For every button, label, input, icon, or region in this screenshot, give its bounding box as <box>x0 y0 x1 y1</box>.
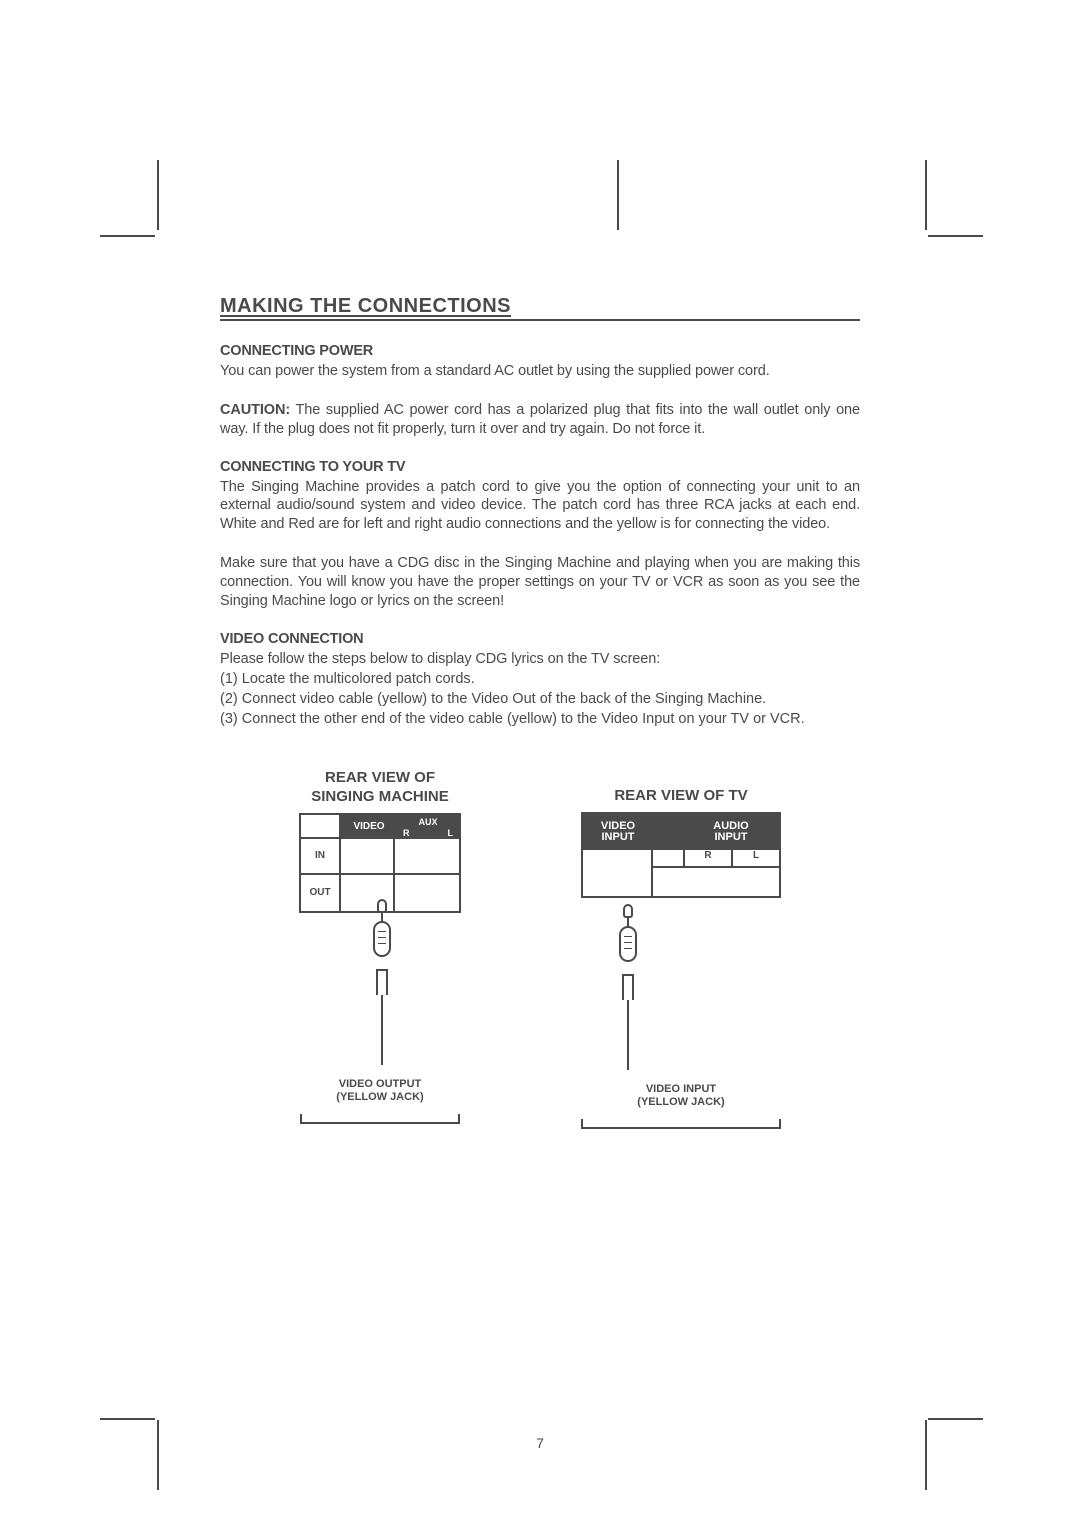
sm-row-out: OUT <box>301 875 341 911</box>
tv-cable <box>613 904 643 1079</box>
diagram-tv: REAR VIEW OF TV VIDEOINPUT AUDIOINPUT R … <box>581 769 781 1129</box>
sm-row-in: IN <box>301 839 341 873</box>
sm-aux-r: R <box>403 828 410 838</box>
diagram-sm-title: REAR VIEW OF SINGING MACHINE <box>299 769 461 807</box>
para-caution: CAUTION: The supplied AC power cord has … <box>220 401 860 439</box>
vc-step-3: (3) Connect the other end of the video c… <box>220 710 860 730</box>
diagram-tv-title: REAR VIEW OF TV <box>581 787 781 806</box>
sm-label-2: (YELLOW JACK) <box>299 1091 461 1104</box>
sm-bracket <box>300 1110 460 1124</box>
sm-panel: VIDEO AUX R L IN OUT <box>299 813 461 913</box>
tv-video-input: VIDEOINPUT <box>583 814 653 850</box>
tv-label-2: (YELLOW JACK) <box>581 1096 781 1109</box>
sm-label-1: VIDEO OUTPUT <box>299 1078 461 1091</box>
sm-aux-label: AUX <box>418 817 437 827</box>
vc-intro: Please follow the steps below to display… <box>220 650 860 669</box>
para-tv2: Make sure that you have a CDG disc in th… <box>220 554 860 611</box>
vc-steps: (1) Locate the multicolored patch cords.… <box>220 670 860 729</box>
sm-cable-label: VIDEO OUTPUT (YELLOW JACK) <box>299 1078 461 1104</box>
caution-label: CAUTION: <box>220 402 290 418</box>
sm-aux-l: L <box>448 828 454 838</box>
tv-cable-label: VIDEO INPUT (YELLOW JACK) <box>581 1083 781 1109</box>
tv-label-1: VIDEO INPUT <box>581 1083 781 1096</box>
tv-l: L <box>733 850 779 868</box>
tv-r: R <box>683 850 733 868</box>
vc-step-1: (1) Locate the multicolored patch cords. <box>220 670 860 690</box>
sm-cable <box>367 899 397 1074</box>
tv-vi-2: INPUT <box>601 831 634 843</box>
tv-panel: VIDEOINPUT AUDIOINPUT R L <box>581 812 781 898</box>
vc-step-2: (2) Connect video cable (yellow) to the … <box>220 690 860 710</box>
page-title: MAKING THE CONNECTIONS <box>220 295 860 321</box>
subhead-power: CONNECTING POWER <box>220 343 860 359</box>
para-power: You can power the system from a standard… <box>220 362 860 381</box>
diagram-sm-title-line1: REAR VIEW OF <box>299 769 461 788</box>
page-number: 7 <box>220 1435 860 1451</box>
subhead-vc: VIDEO CONNECTION <box>220 631 860 647</box>
sm-header-video: VIDEO <box>341 815 397 839</box>
tv-ai-2: INPUT <box>715 832 748 843</box>
tv-bracket <box>581 1115 781 1129</box>
sm-header-aux: AUX R L <box>397 815 459 839</box>
diagram-sm-title-line2: SINGING MACHINE <box>299 788 461 807</box>
subhead-tv: CONNECTING TO YOUR TV <box>220 459 860 475</box>
tv-audio-input: AUDIOINPUT <box>683 814 779 850</box>
diagram-singing-machine: REAR VIEW OF SINGING MACHINE VIDEO AUX R… <box>299 769 461 1129</box>
caution-text: The supplied AC power cord has a polariz… <box>220 402 860 437</box>
para-tv1: The Singing Machine provides a patch cor… <box>220 478 860 535</box>
